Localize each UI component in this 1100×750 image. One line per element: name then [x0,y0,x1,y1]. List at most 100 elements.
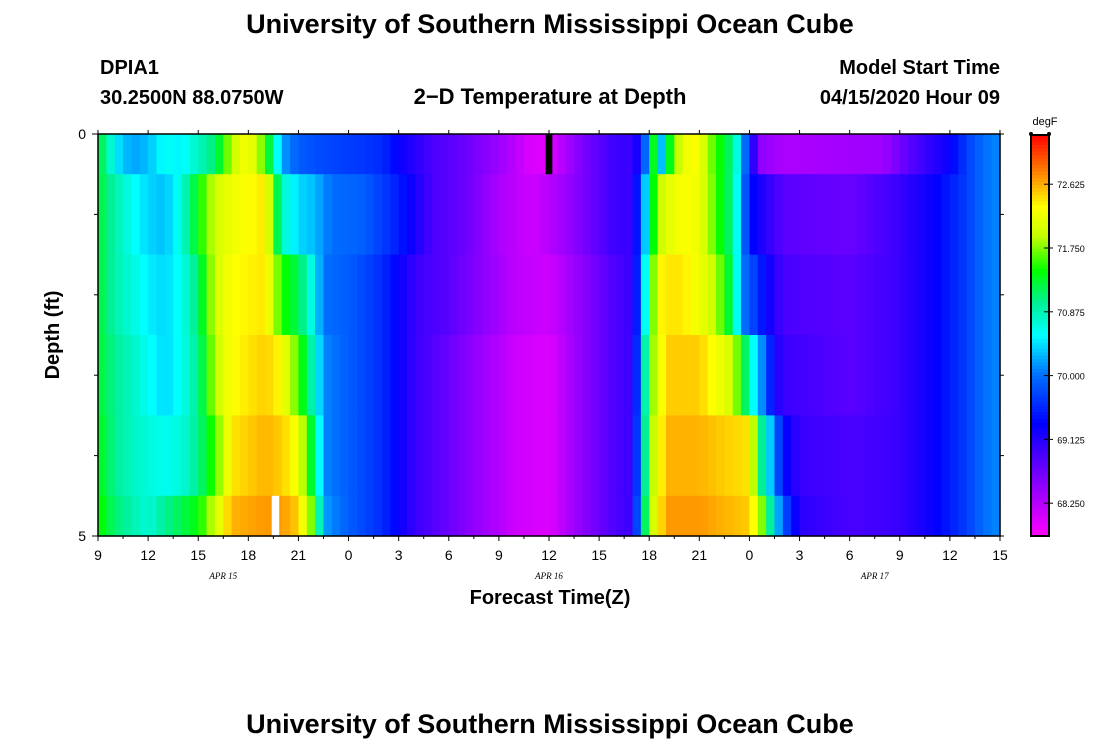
colorbar-swatch [1031,265,1049,270]
heatmap-cell [148,254,158,336]
heatmap-cell [448,415,458,497]
heatmap-cell [949,134,959,175]
colorbar-swatch [1031,228,1049,233]
colorbar-swatch [1031,145,1049,149]
heatmap-cell [348,134,358,175]
colorbar-swatch [1031,479,1049,484]
heatmap-cell [540,415,550,497]
heatmap-cell [356,335,366,416]
heatmap-cell [557,335,567,416]
heatmap-cell [582,335,592,416]
heatmap-cell [231,174,241,256]
heatmap-cell [549,134,558,175]
heatmap-cell [498,254,508,336]
colorbar-swatch [1031,135,1049,139]
heatmap-cell [757,335,767,416]
colorbar-swatch [1031,422,1049,427]
heatmap-cell [799,174,809,256]
heatmap-cell [214,254,224,336]
heatmap-cell [340,335,350,416]
colorbar-swatch [1031,398,1049,403]
colorbar-swatch [1031,155,1049,159]
heatmap-cell [214,134,224,175]
heatmap-cell [849,495,859,537]
heatmap-cell [139,174,149,256]
heatmap-cell [390,134,400,175]
heatmap-cell [565,335,575,416]
colorbar-swatch [1031,318,1049,323]
heatmap-cell [974,254,984,336]
heatmap-cell [432,495,442,537]
colorbar-tick-label: 70.875 [1057,308,1085,318]
heatmap-cell [407,415,416,497]
heatmap-cell [256,415,266,497]
colorbar-swatch [1031,292,1049,296]
heatmap-cell [498,415,508,497]
heatmap-cell [724,134,734,175]
heatmap-cell [983,134,993,175]
heatmap-cell [523,415,533,497]
heatmap-cell [607,254,617,336]
heatmap-cell [323,335,333,416]
heatmap-cell [340,174,350,256]
x-tick-label: 15 [591,547,607,563]
colorbar-swatch [1031,415,1049,420]
heatmap-cell [757,415,767,497]
heatmap-cell [540,174,550,256]
heatmap-cell [265,254,274,336]
heatmap-cell [457,254,467,336]
heatmap-cell [757,134,767,175]
heatmap-cell [974,174,984,256]
heatmap-cell [440,174,450,256]
heatmap-cell [356,254,366,336]
heatmap-cell [189,495,199,537]
heatmap-cell [657,174,667,256]
heatmap-cell [373,134,383,175]
heatmap-cell [540,254,550,336]
heatmap-cell [281,174,291,256]
colorbar-swatch [1031,512,1049,517]
heatmap-cell [565,495,575,537]
heatmap-cell [457,335,467,416]
heatmap-cell [315,495,325,537]
heatmap-cell [615,254,625,336]
heatmap-cell [908,174,918,256]
heatmap-cell [448,174,458,256]
heatmap-cell [123,174,133,256]
heatmap-cell [966,254,976,336]
heatmap-cell [239,254,249,336]
heatmap-cell [490,335,500,416]
heatmap-cell [590,335,600,416]
heatmap-cell [582,134,592,175]
heatmap-cell [498,335,508,416]
heatmap-cell [298,134,308,175]
heatmap-cell [423,495,433,537]
colorbar-swatch [1031,305,1049,310]
heatmap-cell [173,415,183,497]
heatmap-cell [649,134,659,175]
heatmap-cell [290,335,300,416]
heatmap-cell [265,495,274,537]
heatmap-cell [841,495,851,537]
heatmap-cell [557,495,567,537]
heatmap-cell [707,415,717,497]
heatmap-cell [707,495,717,537]
heatmap-cell [557,254,567,336]
colorbar-swatch [1031,151,1049,156]
colorbar-swatch [1031,295,1049,300]
heatmap-cell [515,495,525,537]
heatmap-cell [131,415,141,497]
heatmap-cell [665,134,675,175]
heatmap-cell [306,415,316,497]
heatmap-cell [206,254,216,336]
heatmap-cell [807,415,817,497]
heatmap-cell [189,254,199,336]
heatmap-cell [816,174,826,256]
heatmap-cell [123,254,133,336]
heatmap-cell [916,495,926,537]
heatmap-cell [248,335,258,416]
heatmap-cell [290,415,300,497]
heatmap-cell [356,134,366,175]
heatmap-cell [507,254,517,336]
heatmap-cell [440,335,450,416]
